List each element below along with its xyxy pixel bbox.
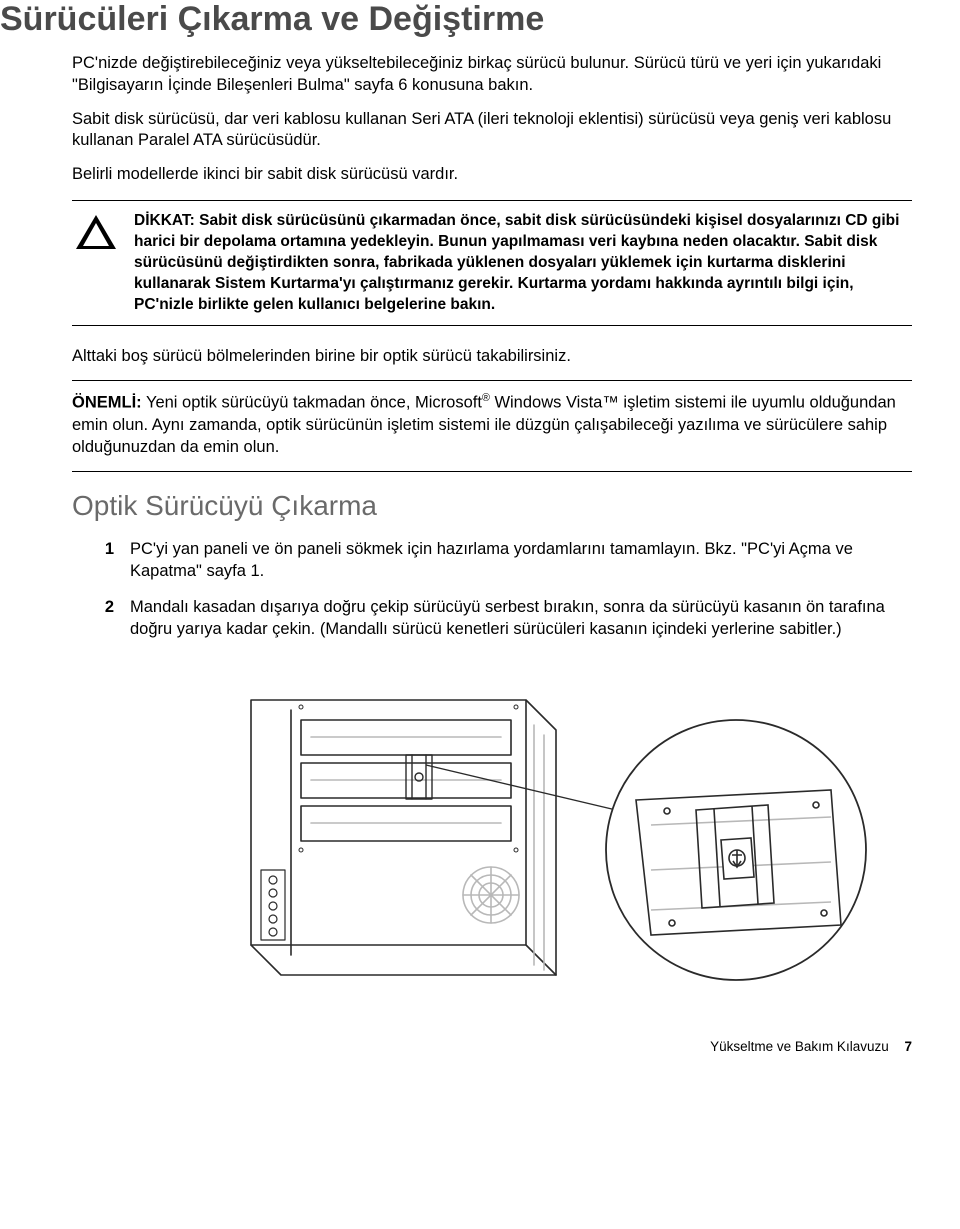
- diagram-figure: [72, 655, 912, 1015]
- paragraph-intro-3: Belirli modellerde ikinci bir sabit disk…: [72, 164, 912, 186]
- registered-symbol: ®: [482, 392, 490, 404]
- footer-title: Yükseltme ve Bakım Kılavuzu: [710, 1039, 889, 1054]
- step-text: Mandalı kasadan dışarıya doğru çekip sür…: [130, 596, 912, 641]
- caution-icon: [72, 211, 120, 253]
- caution-text: DİKKAT: Sabit disk sürücüsünü çıkarmadan…: [134, 211, 912, 316]
- step-item: 2 Mandalı kasadan dışarıya doğru çekip s…: [96, 596, 912, 641]
- paragraph-intro-2: Sabit disk sürücüsü, dar veri kablosu ku…: [72, 109, 912, 153]
- paragraph-bay: Alttaki boş sürücü bölmelerinden birine …: [72, 346, 912, 368]
- caution-body: Sabit disk sürücüsünü çıkarmadan önce, s…: [134, 212, 899, 313]
- paragraph-intro-1: PC'nizde değiştirebileceğiniz veya yükse…: [72, 53, 912, 97]
- footer-page-number: 7: [904, 1039, 912, 1054]
- section-subtitle: Optik Sürücüyü Çıkarma: [72, 490, 912, 522]
- page-title: Sürücüleri Çıkarma ve Değiştirme: [0, 0, 912, 39]
- step-text: PC'yi yan paneli ve ön paneli sökmek içi…: [130, 538, 912, 583]
- important-text-a: Yeni optik sürücüyü takmadan önce, Micro…: [142, 394, 482, 412]
- divider: [72, 471, 912, 472]
- page-footer: Yükseltme ve Bakım Kılavuzu 7: [0, 1039, 912, 1054]
- important-label: ÖNEMLİ:: [72, 394, 142, 412]
- step-item: 1 PC'yi yan paneli ve ön paneli sökmek i…: [96, 538, 912, 583]
- steps-list: 1 PC'yi yan paneli ve ön paneli sökmek i…: [72, 538, 912, 641]
- step-number: 2: [96, 596, 114, 641]
- caution-callout: DİKKAT: Sabit disk sürücüsünü çıkarmadan…: [72, 200, 912, 327]
- important-note: ÖNEMLİ: Yeni optik sürücüyü takmadan önc…: [72, 381, 912, 470]
- step-number: 1: [96, 538, 114, 583]
- caution-label: DİKKAT:: [134, 212, 195, 229]
